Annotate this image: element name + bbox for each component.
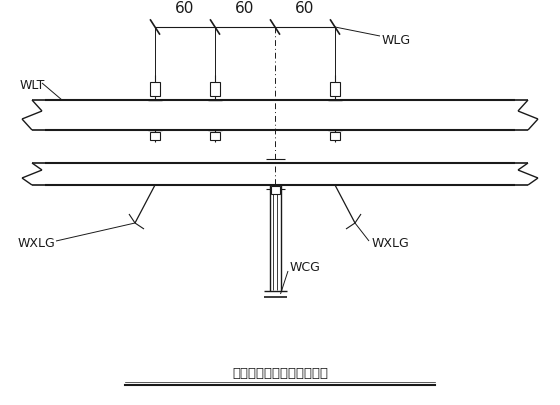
Bar [210,83,220,97]
Text: WLT: WLT [20,79,45,92]
Text: WXLG: WXLG [18,237,56,250]
Text: WCG: WCG [290,261,321,274]
Text: WLG: WLG [382,34,411,47]
Text: WXLG: WXLG [372,237,410,250]
Text: 60: 60 [235,1,255,16]
Bar [150,83,160,97]
Text: 60: 60 [175,1,195,16]
Bar [270,187,279,194]
Bar [330,83,340,97]
Text: 60: 60 [295,1,315,16]
Bar [150,133,160,141]
Bar [210,133,220,141]
Bar [330,133,340,141]
Text: 樹条与拉条及撇管连接大样: 樹条与拉条及撇管连接大样 [232,367,328,379]
